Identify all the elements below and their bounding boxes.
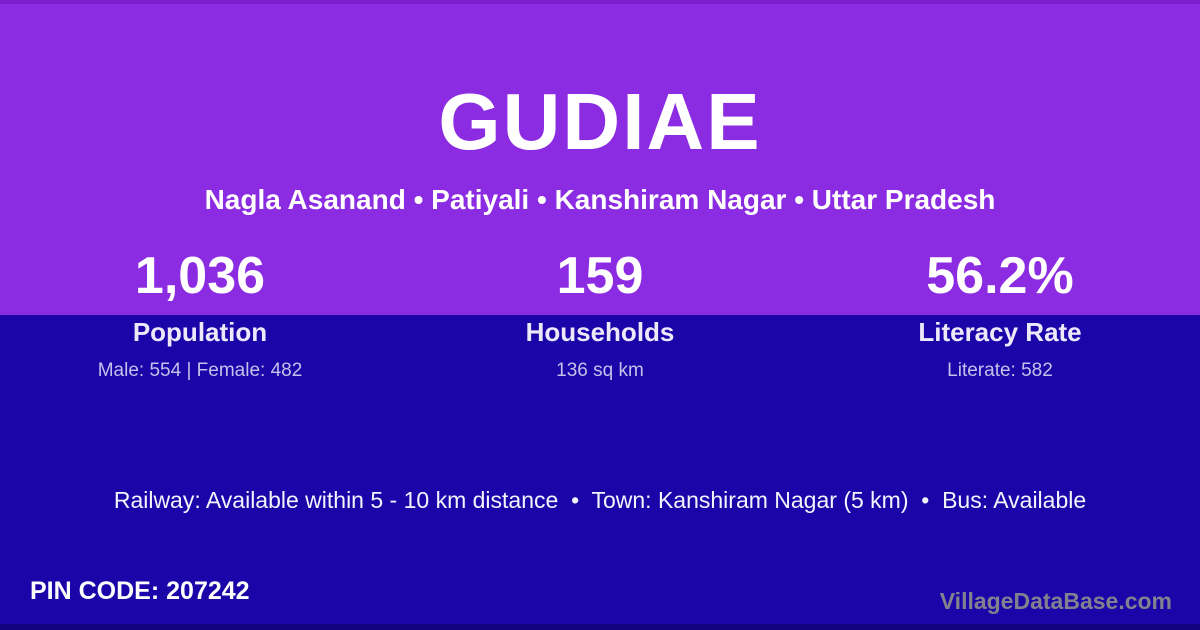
pin-code-label: PIN CODE: (30, 577, 160, 605)
site-watermark: VillageDataBase.com (939, 588, 1172, 614)
bottom-edge-strip (0, 624, 1200, 630)
stat-literacy: 56.2% Literacy Rate Literate: 582 (800, 250, 1200, 380)
top-edge-strip (0, 0, 1200, 4)
stats-row: 1,036 Population Male: 554 | Female: 482… (0, 250, 1200, 380)
literacy-detail: Literate: 582 (947, 360, 1053, 381)
households-value: 159 (556, 247, 644, 305)
pin-code-value: 207242 (166, 577, 250, 605)
pin-code: PIN CODE: 207242 (30, 577, 250, 606)
location-breadcrumb: Nagla Asanand • Patiyali • Kanshiram Nag… (204, 184, 996, 215)
literacy-label: Literacy Rate (918, 317, 1082, 347)
population-label: Population (132, 317, 268, 347)
village-title: GUDIAE (438, 77, 762, 166)
households-detail: 136 sq km (556, 360, 644, 381)
literacy-value: 56.2% (926, 247, 1074, 305)
transport-availability-line: Railway: Available within 5 - 10 km dist… (113, 487, 1087, 513)
stat-population: 1,036 Population Male: 554 | Female: 482 (0, 250, 400, 380)
population-detail: Male: 554 | Female: 482 (97, 360, 303, 381)
population-value: 1,036 (134, 247, 266, 305)
households-label: Households (525, 317, 675, 347)
stat-households: 159 Households 136 sq km (400, 250, 800, 380)
